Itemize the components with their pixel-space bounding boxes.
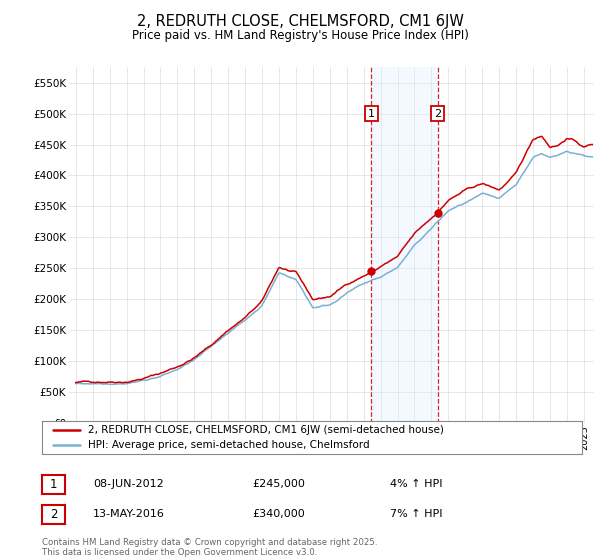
Text: 1: 1 <box>50 478 57 491</box>
Text: 2, REDRUTH CLOSE, CHELMSFORD, CM1 6JW (semi-detached house): 2, REDRUTH CLOSE, CHELMSFORD, CM1 6JW (s… <box>88 425 444 435</box>
Text: 4% ↑ HPI: 4% ↑ HPI <box>390 479 443 489</box>
Text: 7% ↑ HPI: 7% ↑ HPI <box>390 509 443 519</box>
Text: Contains HM Land Registry data © Crown copyright and database right 2025.
This d: Contains HM Land Registry data © Crown c… <box>42 538 377 557</box>
Text: 2: 2 <box>50 507 57 521</box>
Text: 1: 1 <box>368 109 375 119</box>
Text: 2: 2 <box>434 109 442 119</box>
Text: 2, REDRUTH CLOSE, CHELMSFORD, CM1 6JW: 2, REDRUTH CLOSE, CHELMSFORD, CM1 6JW <box>137 14 463 29</box>
Text: HPI: Average price, semi-detached house, Chelmsford: HPI: Average price, semi-detached house,… <box>88 440 370 450</box>
Bar <box>371 67 438 423</box>
Text: 08-JUN-2012: 08-JUN-2012 <box>93 479 164 489</box>
Text: £340,000: £340,000 <box>252 509 305 519</box>
Text: 13-MAY-2016: 13-MAY-2016 <box>93 509 165 519</box>
Text: Price paid vs. HM Land Registry's House Price Index (HPI): Price paid vs. HM Land Registry's House … <box>131 29 469 42</box>
Text: £245,000: £245,000 <box>252 479 305 489</box>
